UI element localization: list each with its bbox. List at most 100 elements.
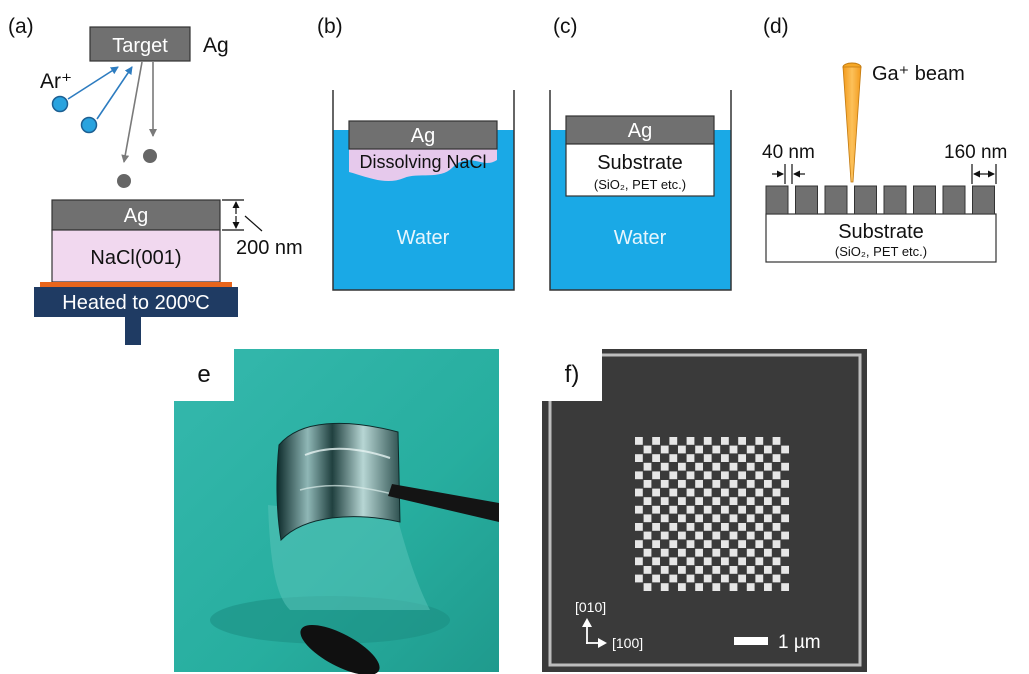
nanohole bbox=[772, 523, 781, 531]
nanohole bbox=[678, 497, 686, 505]
nanohole bbox=[764, 462, 772, 471]
ag-film-label: Ag bbox=[411, 125, 435, 147]
nanohole bbox=[746, 462, 755, 471]
ag-pillar bbox=[765, 185, 789, 215]
nanohole bbox=[660, 514, 669, 523]
nanohole bbox=[721, 471, 729, 480]
nanohole bbox=[738, 540, 746, 548]
nanohole bbox=[669, 574, 678, 583]
panel-d: (d) Ga⁺ beam Substrate (SiO₂, PET etc.) … bbox=[762, 15, 1007, 263]
nanohole bbox=[729, 583, 738, 591]
nanohole bbox=[712, 445, 721, 454]
nanohole bbox=[772, 488, 781, 497]
ga-beam-label: Ga⁺ beam bbox=[872, 63, 965, 85]
nanohole bbox=[669, 488, 678, 497]
argon-ion bbox=[80, 116, 98, 134]
nanohole bbox=[781, 548, 789, 557]
nanohole bbox=[755, 471, 764, 480]
nanohole bbox=[755, 540, 764, 548]
ag-pillar bbox=[942, 185, 966, 215]
nanohole bbox=[712, 462, 721, 471]
nanohole bbox=[746, 445, 755, 454]
nanohole bbox=[660, 566, 669, 574]
ag-pillar bbox=[795, 185, 818, 215]
nanohole bbox=[643, 497, 652, 505]
dissolving-nacl-region bbox=[349, 148, 497, 182]
nanohole bbox=[703, 454, 712, 462]
nanohole bbox=[738, 574, 746, 583]
nanohole bbox=[652, 505, 660, 514]
nanohole bbox=[755, 557, 764, 566]
nanohole bbox=[738, 471, 746, 480]
nanohole bbox=[772, 505, 781, 514]
nanohole bbox=[695, 583, 703, 591]
nanohole bbox=[635, 505, 643, 514]
nanohole bbox=[712, 514, 721, 523]
nanohole bbox=[755, 574, 764, 583]
nanohole bbox=[669, 505, 678, 514]
nanohole bbox=[660, 497, 669, 505]
nanohole bbox=[781, 583, 789, 591]
nanohole bbox=[678, 583, 686, 591]
nanohole bbox=[729, 462, 738, 471]
ag-film-label: Ag bbox=[628, 120, 652, 142]
nanohole bbox=[781, 566, 789, 574]
nanohole bbox=[755, 437, 764, 445]
beaker-outline bbox=[549, 90, 732, 291]
nanohole bbox=[635, 488, 643, 497]
nanohole bbox=[643, 480, 652, 488]
nanohole bbox=[729, 531, 738, 540]
heater-stand bbox=[125, 317, 141, 345]
nanohole bbox=[686, 523, 695, 531]
argon-ion bbox=[51, 95, 69, 113]
thickness-leader bbox=[244, 215, 263, 232]
nanohole bbox=[652, 540, 660, 548]
nanohole bbox=[643, 445, 652, 454]
nanohole bbox=[695, 566, 703, 574]
nanohole bbox=[738, 557, 746, 566]
nanohole bbox=[755, 454, 764, 462]
nanohole bbox=[660, 480, 669, 488]
nanohole bbox=[669, 557, 678, 566]
nanohole bbox=[686, 488, 695, 497]
nanohole bbox=[652, 557, 660, 566]
nanohole bbox=[678, 514, 686, 523]
panel-e-label-box: e bbox=[174, 349, 234, 401]
nanohole bbox=[755, 523, 764, 531]
nanohole bbox=[746, 583, 755, 591]
nanohole bbox=[729, 514, 738, 523]
water-label: Water bbox=[397, 227, 450, 249]
nanohole bbox=[652, 471, 660, 480]
nanohole bbox=[686, 505, 695, 514]
nanohole bbox=[669, 540, 678, 548]
nanohole bbox=[746, 514, 755, 523]
pitch-label: 160 nm bbox=[944, 142, 1007, 163]
nanohole bbox=[721, 437, 729, 445]
transparent-film bbox=[268, 505, 430, 610]
ag-film-layer bbox=[51, 199, 221, 231]
nanohole bbox=[764, 480, 772, 488]
axis-y-label: [010] bbox=[575, 599, 606, 615]
ag-pillar bbox=[972, 185, 995, 215]
nanohole bbox=[678, 531, 686, 540]
beaker-outline bbox=[332, 90, 515, 291]
nanohole bbox=[721, 540, 729, 548]
nanohole bbox=[764, 548, 772, 557]
panel-d-label: (d) bbox=[763, 15, 789, 38]
nanohole bbox=[703, 540, 712, 548]
nanohole bbox=[746, 548, 755, 557]
nanohole bbox=[721, 523, 729, 531]
nanohole bbox=[712, 583, 721, 591]
nanohole bbox=[635, 574, 643, 583]
argon-ion-label: Ar⁺ bbox=[40, 70, 72, 93]
ag-film-label: Ag bbox=[124, 205, 148, 227]
thickness-label: 200 nm bbox=[236, 237, 303, 259]
nanohole bbox=[678, 480, 686, 488]
nanohole bbox=[660, 531, 669, 540]
nanohole bbox=[764, 445, 772, 454]
substrate-label: Substrate bbox=[838, 221, 924, 243]
ion-trajectory-arrow bbox=[67, 66, 119, 100]
nanohole bbox=[660, 462, 669, 471]
dissolving-label: Dissolving NaCl bbox=[359, 152, 486, 172]
nanohole bbox=[635, 557, 643, 566]
